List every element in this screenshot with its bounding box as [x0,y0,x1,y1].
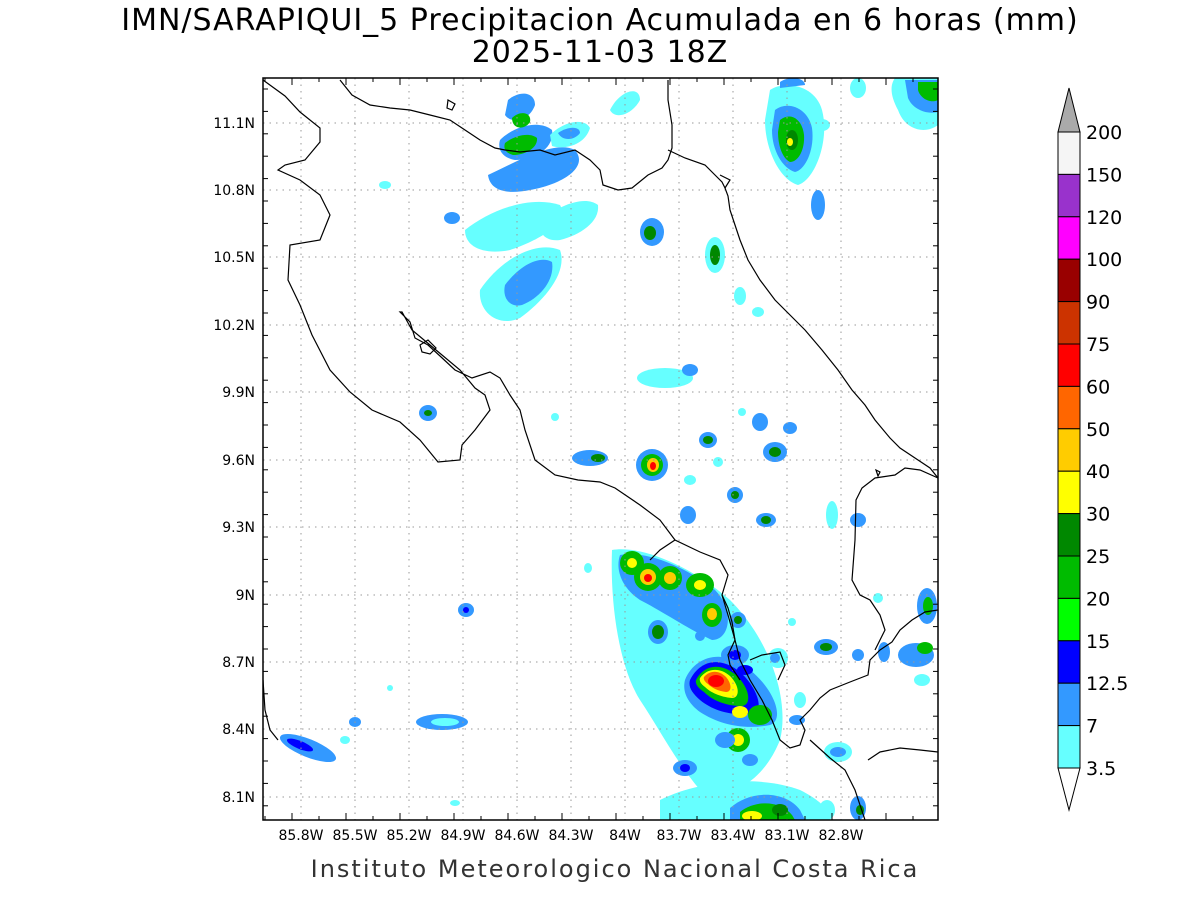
lat-tick-label: 8.1N [222,790,255,806]
colorbar-swatch [1057,640,1081,684]
latitude-axis: 11.1N 10.8N 10.5N 10.2N 9.9N 9.6N 9.3N 9N 8.7N 8.… [213,88,938,807]
longitude-axis: 85.8W 85.5W 85.2W 84.9W 84.6W 84.3W 84W 83.7W 83… [264,78,914,844]
political-borders [339,79,938,681]
lon-tick-label: 83.7W [656,828,701,844]
colorbar-swatch [1057,682,1081,727]
lon-tick-label: 84.9W [440,828,485,844]
lat-tick-label: 8.7N [222,655,255,671]
lon-tick-label: 85.8W [278,828,323,844]
colorbar-label: 50 [1086,419,1110,441]
lon-tick-label: 85.5W [332,828,377,844]
colorbar-label: 15 [1086,631,1110,653]
lon-tick-label: 84W [609,828,641,844]
map-title-line1: IMN/SARAPIQUI_5 Precipitacion Acumulada … [121,3,1079,38]
colorbar-over-arrow [1057,87,1081,133]
footer-institution: Instituto Meteorologico Nacional Costa R… [310,855,920,883]
precipitation-field [279,78,938,820]
lat-tick-label: 10.2N [213,318,255,334]
colorbar-label: 100 [1086,249,1122,271]
colorbar-under-arrow [1057,767,1081,812]
colorbar-label: 25 [1086,546,1110,568]
colorbar-label: 200 [1086,122,1122,144]
colorbar-swatch [1057,173,1081,218]
lat-tick-label: 10.8N [213,183,255,199]
colorbar-swatch [1057,301,1081,345]
lon-tick-label: 83.4W [710,828,755,844]
colorbar-label: 60 [1086,376,1110,398]
colorbar-swatch [1057,470,1081,515]
colorbar-legend: 200 150 120 100 90 75 60 50 40 30 25 20 15 12.5 7 3.5 [1057,87,1128,812]
colorbar-label: 120 [1086,207,1122,229]
colorbar-swatch [1057,385,1081,430]
lat-tick-label: 8.4N [222,722,255,738]
lat-tick-label: 9.3N [222,520,255,536]
colorbar-label: 12.5 [1086,673,1128,695]
map-gridlines [263,78,938,820]
colorbar-label: 7 [1086,716,1098,738]
coastlines [263,79,938,820]
colorbar-swatch [1057,428,1081,472]
colorbar-label: 150 [1086,164,1122,186]
lon-tick-label: 84.6W [494,828,539,844]
lat-tick-label: 9N [236,588,255,604]
colorbar-label: 3.5 [1086,758,1116,780]
colorbar-swatch [1057,216,1081,260]
colorbar-swatch [1057,597,1081,642]
colorbar-label: 40 [1086,461,1110,483]
colorbar-label: 90 [1086,292,1110,314]
colorbar-label: 30 [1086,504,1110,526]
lat-tick-label: 9.6N [222,453,255,469]
colorbar-swatch [1057,555,1081,599]
lat-tick-label: 10.5N [213,250,255,266]
colorbar-swatch [1057,343,1081,387]
lon-tick-label: 85.2W [386,828,431,844]
map-frame [262,77,939,821]
colorbar-swatch [1057,725,1081,769]
colorbar-swatch [1057,258,1081,303]
lon-tick-label: 82.8W [818,828,863,844]
colorbar-label: 75 [1086,334,1110,356]
colorbar-label: 20 [1086,588,1110,610]
colorbar-swatch [1057,513,1081,557]
colorbar-swatch [1057,131,1081,175]
lon-tick-label: 83.1W [764,828,809,844]
lat-tick-label: 11.1N [213,116,255,132]
lon-tick-label: 84.3W [548,828,593,844]
lat-tick-label: 9.9N [222,385,255,401]
map-title-line2: 2025-11-03 18Z [471,35,729,70]
